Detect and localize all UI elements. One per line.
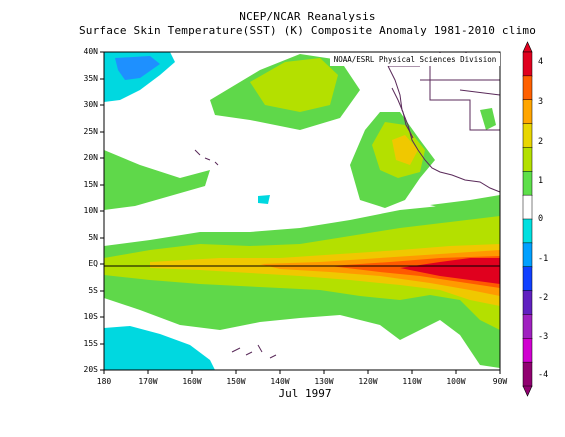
lat-label: 5N: [88, 233, 98, 242]
colorbar: [522, 41, 533, 397]
colorbar-segment: [522, 338, 533, 363]
lat-label: 15S: [83, 339, 98, 348]
colorbar-tick-label: 0: [538, 214, 544, 224]
anomaly-band-red: [400, 258, 500, 284]
lon-label: 180: [96, 377, 112, 386]
lon-label: 160W: [182, 377, 202, 386]
colorbar-segment: [522, 99, 533, 125]
lon-label: 140W: [270, 377, 290, 386]
lat-label: 35N: [83, 74, 98, 83]
colorbar-segment: [522, 51, 533, 77]
lat-label: 5S: [88, 286, 98, 295]
colorbar-top-arrow: [522, 41, 533, 53]
lon-label: 100W: [446, 377, 466, 386]
map-title: NCEP/NCAR Reanalysis: [239, 10, 376, 23]
credit-label: NOAA/ESRL Physical Sciences Division: [330, 53, 500, 66]
colorbar-segment: [522, 242, 533, 268]
anomaly-band-negative: [104, 52, 270, 370]
lat-label: 20N: [83, 153, 98, 162]
axis-ticks: [100, 51, 501, 374]
colorbar-segment: [522, 123, 533, 149]
lat-label: 40N: [83, 47, 98, 56]
lon-label: 170W: [138, 377, 158, 386]
lat-label: 25N: [83, 127, 98, 136]
lat-label: EQ: [88, 259, 98, 268]
colorbar-segment: [522, 290, 533, 316]
map-subtitle: Surface Skin Temperature(SST) (K) Compos…: [78, 24, 537, 37]
colorbar-tick-label: 2: [538, 137, 544, 147]
lat-label: 10N: [83, 206, 98, 215]
lon-label: 90W: [492, 377, 508, 386]
colorbar-segment: [522, 218, 533, 244]
colorbar-segment: [522, 266, 533, 292]
colorbar-segment: [522, 194, 533, 220]
lon-label: 130W: [314, 377, 334, 386]
colorbar-tick-label: -3: [538, 332, 549, 342]
colorbar-bottom-arrow: [522, 385, 533, 397]
lat-label: 30N: [83, 100, 98, 109]
colorbar-tick-label: 1: [538, 176, 544, 186]
lon-label: 150W: [226, 377, 246, 386]
colorbar-tick-label: -2: [538, 293, 549, 303]
colorbar-segment: [522, 361, 533, 387]
colorbar-segment: [522, 147, 533, 173]
colorbar-tick-label: 3: [538, 97, 544, 107]
colorbar-segment: [522, 171, 533, 196]
lon-label: 120W: [358, 377, 378, 386]
lon-label: 110W: [402, 377, 422, 386]
colorbar-tick-label: 4: [538, 57, 544, 67]
colorbar-tick-label: -4: [538, 370, 549, 380]
colorbar-segment: [522, 75, 533, 101]
lat-label: 10S: [83, 312, 98, 321]
lat-label: 20S: [83, 365, 98, 374]
colorbar-tick-label: -1: [538, 254, 549, 264]
colorbar-segment: [522, 314, 533, 340]
date-label: Jul 1997: [278, 387, 332, 400]
lat-label: 15N: [83, 180, 98, 189]
